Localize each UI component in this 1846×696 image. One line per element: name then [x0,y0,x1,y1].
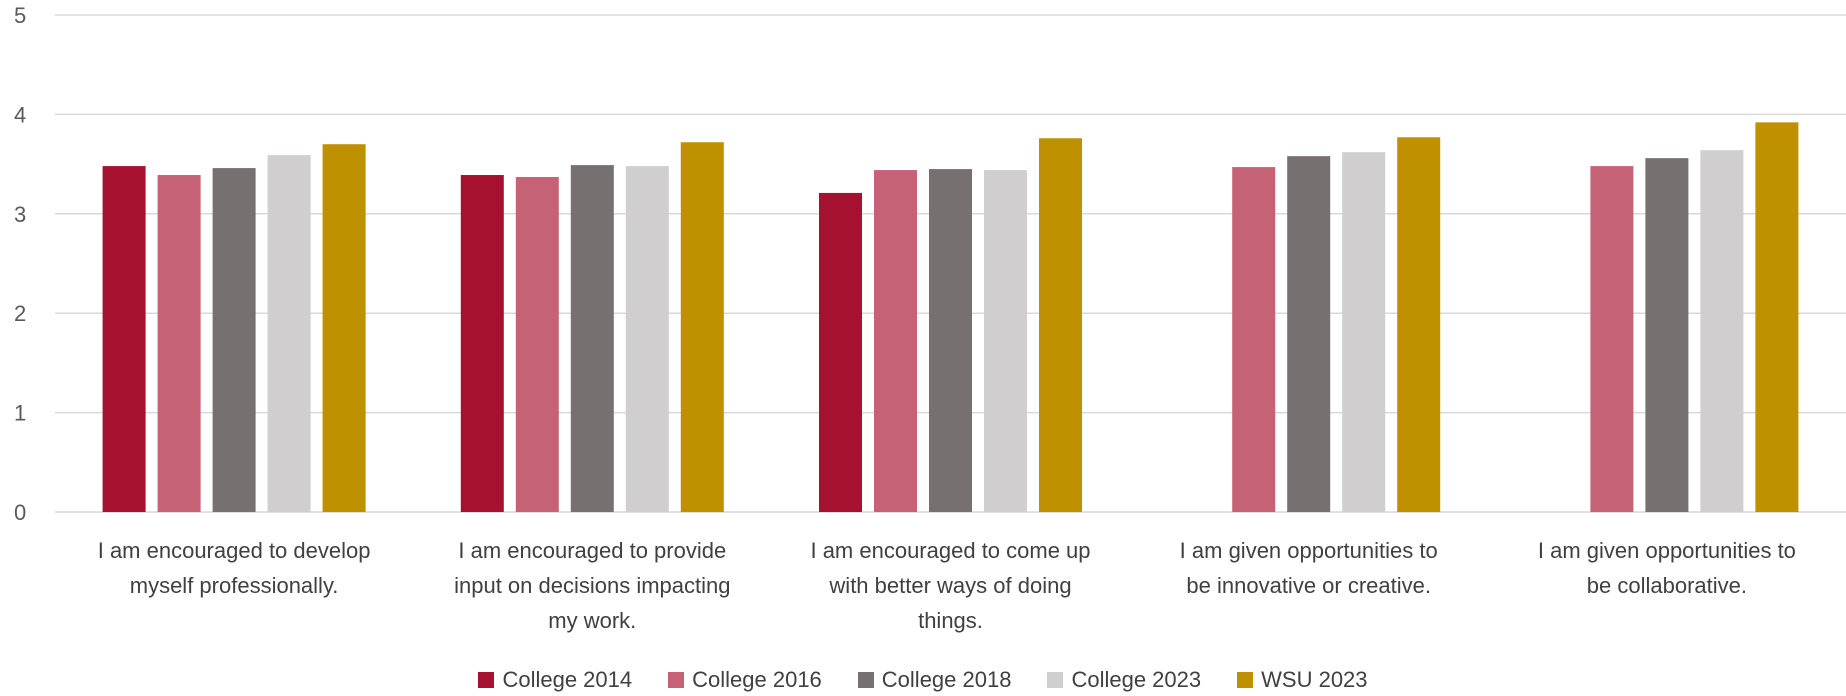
bar [322,144,366,512]
x-category-label: I am encouraged to develop [98,538,371,563]
legend-item: WSU 2023 [1237,667,1368,693]
bar [460,175,504,512]
bar [157,175,201,512]
y-tick-label: 5 [14,3,26,28]
bar [212,168,256,513]
legend-swatch [478,672,495,688]
y-tick-label: 0 [14,500,26,525]
bar [1700,150,1744,512]
x-category-label: with better ways of doing [828,573,1071,598]
legend-label: College 2018 [881,667,1012,692]
y-tick-label: 3 [14,202,26,227]
x-category-label: things. [918,608,983,633]
y-tick-label: 2 [14,301,26,326]
bar [1232,167,1276,512]
bars [102,122,1799,513]
legend-item: College 2018 [857,667,1012,693]
x-category-label: I am given opportunities to [1180,538,1438,563]
bar [929,169,972,512]
y-axis-ticks: 0 1 2 3 4 5 [14,3,26,525]
x-category-label: myself professionally. [130,573,339,598]
bar [515,177,559,512]
bar [1755,122,1799,513]
x-category-label: input on decisions impacting [454,573,730,598]
x-category-label: my work. [548,608,636,633]
legend-label: College 2014 [502,667,633,692]
bar [984,170,1027,512]
bar [267,155,311,513]
x-category-label: I am encouraged to come up [810,538,1090,563]
x-category-label: I am given opportunities to [1538,538,1796,563]
bar [874,170,917,512]
x-category-label: I am encouraged to provide [458,538,726,563]
legend-label: College 2016 [692,667,822,692]
y-tick-label: 4 [14,102,26,127]
bar [1039,138,1082,513]
legend-swatch [668,672,685,688]
legend-label: College 2023 [1071,667,1202,692]
bar [625,166,669,512]
bar [1342,152,1386,512]
bar [1287,156,1331,512]
bar [102,166,146,512]
x-axis-labels: I am encouraged to develop myself profess… [98,538,1796,633]
bar [1590,166,1634,512]
legend-item: College 2023 [1047,667,1201,693]
bar [1397,137,1441,512]
legend-label: WSU 2023 [1261,667,1368,692]
legend-swatch [857,672,874,688]
bar [819,192,862,512]
y-tick-label: 1 [14,401,26,426]
legend-item: College 2014 [478,667,632,693]
legend: College 2014 College 2016 College 2018 Coll… [0,664,1846,696]
bar-chart: 0 1 2 3 4 5 I am encouraged to develop myself … [14,3,1846,633]
legend-item: College 2016 [668,667,822,693]
x-category-label: be innovative or creative. [1186,573,1431,598]
bar [1645,158,1689,513]
bar [570,165,614,512]
x-category-label: be collaborative. [1587,573,1747,598]
bar [680,142,724,512]
legend-swatch [1047,672,1064,688]
legend-swatch [1237,672,1254,688]
